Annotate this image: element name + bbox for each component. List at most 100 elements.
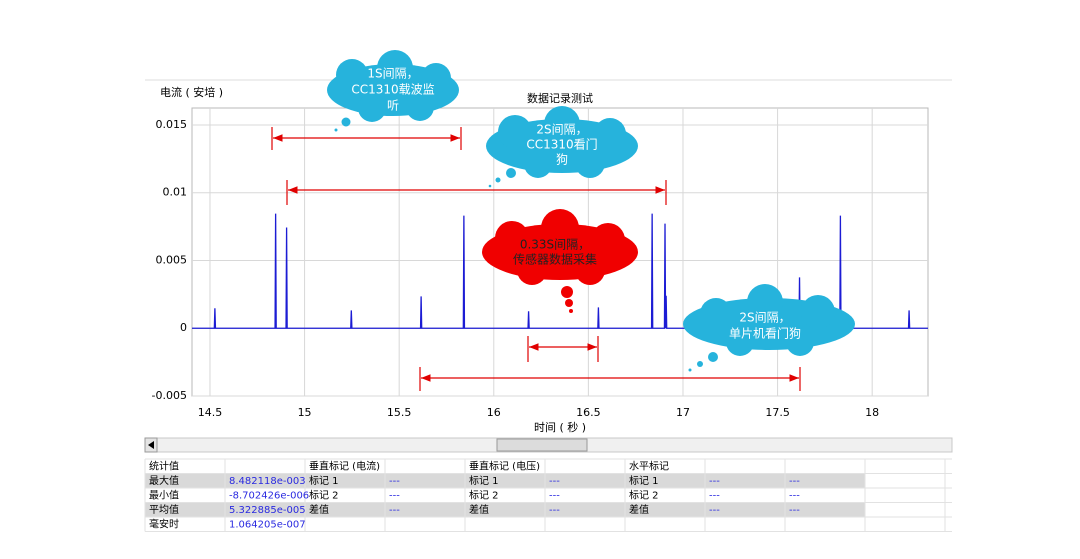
table-header: 统计值: [149, 459, 179, 472]
cloud: [747, 284, 783, 320]
table-cell: ---: [709, 505, 720, 516]
cloud: [575, 255, 605, 285]
x-tick-label: 16: [487, 406, 501, 419]
callout-text: 听: [387, 99, 399, 113]
table-cell: ---: [709, 476, 720, 487]
x-tick-label: 16.5: [576, 406, 601, 419]
row-shade: [145, 473, 865, 488]
callout: 2S间隔， CC1310看门 狗: [486, 106, 638, 188]
table-cell: ---: [789, 476, 800, 487]
table-cell: ---: [549, 490, 560, 501]
callout-text: 0.33S间隔，: [520, 238, 590, 252]
table-cell: 差值: [629, 503, 649, 516]
table-cell: 平均值: [149, 503, 179, 516]
scrollbar[interactable]: [144, 437, 953, 453]
cloud: [541, 209, 579, 247]
table-cell: 最大值: [149, 474, 179, 487]
bubble: [697, 361, 703, 367]
bubble: [708, 352, 718, 362]
cloud: [594, 118, 626, 150]
cloud: [544, 106, 580, 142]
table-cell: 标记 1: [629, 475, 659, 487]
callout-text: 单片机看门狗: [729, 326, 801, 341]
cloud: [517, 255, 547, 285]
table-cell: 标记 1: [469, 475, 499, 487]
chart-title: 数据记录测试: [527, 91, 593, 105]
table-cell: ---: [549, 476, 560, 487]
bubble: [506, 168, 516, 178]
table-cell: 标记 2: [629, 489, 659, 501]
bubble: [488, 184, 492, 188]
table-cell: ---: [549, 505, 560, 516]
bubble: [334, 128, 338, 132]
cloud: [358, 94, 386, 122]
bubble: [495, 177, 501, 183]
bubble: [688, 368, 692, 372]
callout: 2S间隔， 单片机看门狗: [683, 284, 855, 372]
table-cell: 5.322885e-005: [229, 505, 306, 516]
cloud: [336, 59, 368, 91]
bubble: [565, 299, 573, 307]
callout: 1S间隔， CC1310载波监 听: [327, 50, 459, 132]
cloud: [406, 93, 434, 121]
bubble: [561, 286, 573, 298]
cloud: [700, 298, 732, 330]
table-cell: ---: [709, 490, 720, 501]
callout-text: 2S间隔，: [739, 311, 790, 325]
cloud: [498, 115, 532, 149]
table-cell: ---: [389, 505, 400, 516]
bubble: [569, 309, 573, 313]
callout-text: CC1310载波监: [351, 83, 434, 97]
y-tick-label: 0.01: [163, 186, 188, 199]
table-cell: 毫安时: [149, 517, 179, 530]
table-cell: ---: [789, 490, 800, 501]
x-tick-label: 17.5: [765, 406, 790, 419]
cloud: [786, 328, 814, 356]
table-cell: 最小值: [149, 488, 179, 501]
x-tick-label: 18: [865, 406, 879, 419]
scroll-thumb[interactable]: [496, 438, 588, 452]
callout: 0.33S间隔， 传感器数据采集: [482, 209, 638, 313]
table-cell: ---: [389, 490, 400, 501]
y-axis-label: 电流 ( 安培 ): [160, 85, 223, 99]
y-tick-label: -0.005: [152, 389, 187, 402]
bubble: [341, 117, 351, 127]
cloud: [591, 223, 625, 257]
callout-text: 传感器数据采集: [513, 252, 597, 267]
table-cell: -8.702426e-006: [229, 490, 309, 501]
table-cell: 标记 2: [309, 489, 339, 501]
cloud: [377, 50, 413, 86]
table-cell: 标记 1: [309, 475, 339, 487]
cloud: [575, 148, 605, 178]
y-tick-label: 0.005: [156, 253, 188, 266]
callout-text: 1S间隔，: [367, 67, 418, 81]
scroll-arrow: [148, 441, 154, 449]
x-tick-label: 17: [676, 406, 690, 419]
table-cell: 标记 2: [469, 489, 499, 501]
callout-text: 狗: [556, 153, 568, 167]
row-shade: [145, 502, 865, 517]
table-cell: 差值: [309, 503, 329, 516]
cloud: [726, 328, 754, 356]
table-header: 垂直标记 (电压): [469, 459, 540, 472]
table-header: 垂直标记 (电流): [309, 459, 380, 472]
x-tick-label: 14.5: [198, 406, 223, 419]
x-axis-label: 时间 ( 秒 ): [534, 420, 586, 434]
table-cell: ---: [789, 505, 800, 516]
x-tick-label: 15.5: [387, 406, 412, 419]
x-tick-label: 15: [298, 406, 312, 419]
y-tick-label: 0: [180, 321, 187, 334]
cloud: [524, 150, 552, 178]
table-cell: 1.064205e-007: [229, 519, 306, 530]
callout-text: 2S间隔，: [536, 123, 587, 137]
cloud: [421, 63, 451, 93]
y-tick-label: 0.015: [156, 118, 188, 131]
table-cell: 8.482118e-003: [229, 476, 306, 487]
table-cell: ---: [389, 476, 400, 487]
table-cell: 差值: [469, 503, 489, 516]
cloud: [495, 221, 529, 255]
callout-text: CC1310看门: [526, 137, 597, 152]
